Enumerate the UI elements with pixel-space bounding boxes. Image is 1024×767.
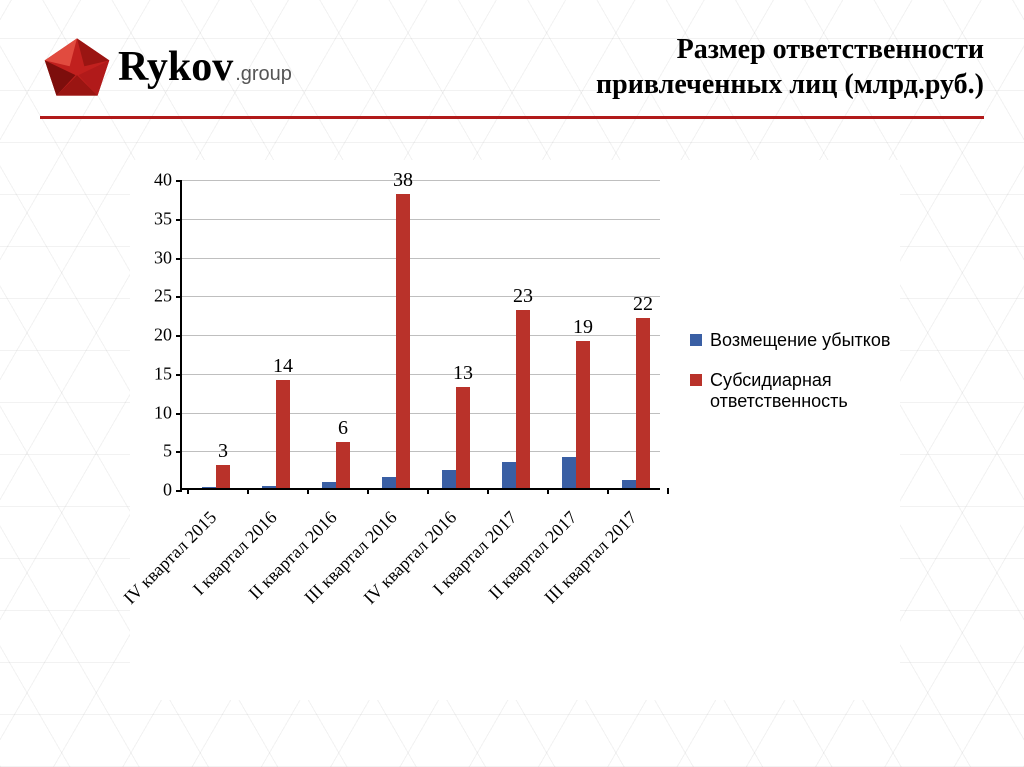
x-tick-mark <box>307 488 309 494</box>
y-tick-label: 25 <box>154 286 172 307</box>
y-tick-mark <box>176 180 182 182</box>
bar <box>622 480 636 488</box>
bar <box>636 318 650 489</box>
chart-plot-area: 05101520253035403IV квартал 201514I квар… <box>180 180 660 490</box>
y-tick-label: 5 <box>163 441 172 462</box>
y-tick-label: 30 <box>154 247 172 268</box>
bar <box>516 310 530 488</box>
bar <box>562 457 576 488</box>
bar <box>262 486 276 488</box>
logo-text: Rykov <box>118 46 233 88</box>
bar-value-label: 13 <box>453 362 473 385</box>
bar <box>396 194 410 489</box>
bar <box>576 341 590 488</box>
legend-swatch <box>690 374 702 386</box>
y-tick-label: 0 <box>163 480 172 501</box>
legend-label: Субсидиарная ответственность <box>710 370 900 413</box>
bar <box>502 462 516 488</box>
logo: Rykov .group <box>40 34 292 100</box>
bar <box>456 387 470 488</box>
logo-subtext: .group <box>235 63 292 86</box>
x-tick-mark <box>367 488 369 494</box>
legend-item: Субсидиарная ответственность <box>690 370 900 413</box>
gridline <box>182 180 660 181</box>
title-line-2: привлеченных лиц (млрд.руб.) <box>596 69 984 100</box>
gridline <box>182 219 660 220</box>
bar-value-label: 23 <box>513 285 533 308</box>
bar-value-label: 14 <box>273 355 293 378</box>
y-tick-mark <box>176 413 182 415</box>
y-tick-label: 35 <box>154 208 172 229</box>
header: Rykov .group Размер ответственности прив… <box>0 32 1024 116</box>
legend-item: Возмещение убытков <box>690 330 900 352</box>
y-tick-label: 40 <box>154 170 172 191</box>
legend-label: Возмещение убытков <box>710 330 890 352</box>
y-tick-mark <box>176 296 182 298</box>
header-underline <box>40 116 984 119</box>
x-tick-mark <box>487 488 489 494</box>
y-tick-mark <box>176 374 182 376</box>
y-tick-mark <box>176 490 182 492</box>
bar <box>442 470 456 488</box>
bar <box>382 477 396 488</box>
x-tick-mark <box>187 488 189 494</box>
bar-value-label: 6 <box>338 417 348 440</box>
bar <box>276 380 290 489</box>
bar <box>336 442 350 489</box>
bar <box>202 487 216 488</box>
bar-value-label: 22 <box>633 293 653 316</box>
y-tick-mark <box>176 258 182 260</box>
x-tick-mark <box>247 488 249 494</box>
y-tick-label: 10 <box>154 402 172 423</box>
x-tick-mark <box>427 488 429 494</box>
x-tick-mark <box>547 488 549 494</box>
bar <box>322 482 336 488</box>
x-tick-mark <box>667 488 669 494</box>
y-tick-label: 15 <box>154 363 172 384</box>
bar <box>216 465 230 488</box>
bar-value-label: 19 <box>573 316 593 339</box>
y-tick-mark <box>176 451 182 453</box>
chart-panel: 05101520253035403IV квартал 201514I квар… <box>130 160 900 700</box>
bar-value-label: 38 <box>393 169 413 192</box>
logo-mark-icon <box>40 34 114 100</box>
bar-value-label: 3 <box>218 440 228 463</box>
page-title: Размер ответственности привлеченных лиц … <box>292 32 984 102</box>
legend-swatch <box>690 334 702 346</box>
chart-legend: Возмещение убытков Субсидиарная ответстве… <box>690 330 900 431</box>
y-tick-mark <box>176 335 182 337</box>
gridline <box>182 296 660 297</box>
y-tick-mark <box>176 219 182 221</box>
title-line-1: Размер ответственности <box>677 34 984 65</box>
x-tick-mark <box>607 488 609 494</box>
gridline <box>182 258 660 259</box>
y-tick-label: 20 <box>154 325 172 346</box>
